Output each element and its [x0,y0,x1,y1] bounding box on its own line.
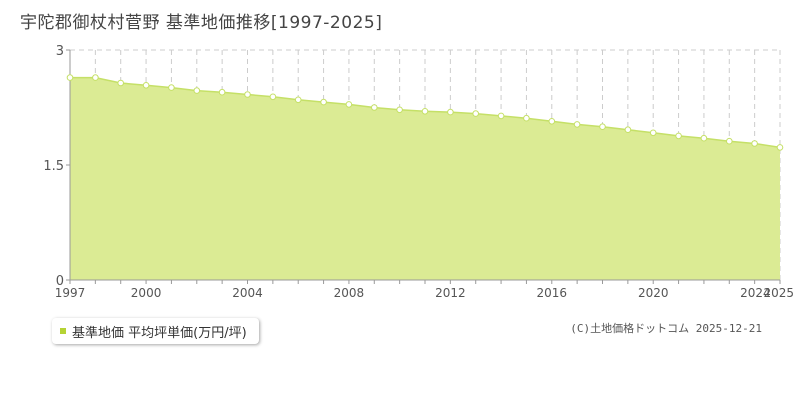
x-tick-label: 2000 [131,286,162,300]
data-point [193,87,201,94]
x-tick-label: 2012 [435,286,466,300]
legend-label: 基準地価 平均坪単価(万円/坪) [72,325,247,341]
data-point [269,93,277,101]
data-point [776,144,784,151]
data-point [726,137,733,145]
x-tick-label: 2004 [232,286,263,300]
x-tick-label: 2025 [763,286,794,300]
data-point [142,82,150,89]
data-point [320,98,327,106]
data-point [244,91,251,98]
data-point [472,110,480,117]
chart-title: 宇陀郡御杖村菅野 基準地価推移[1997-2025] [20,13,383,33]
y-tick-label: 1.5 [43,159,64,174]
data-point [117,79,124,87]
x-tick-label: 2016 [537,286,568,300]
data-point [371,104,378,111]
y-tick-label: 3 [56,44,64,59]
data-point [497,112,505,120]
data-point [624,126,632,133]
x-tick-label: 2008 [334,286,365,300]
data-point [523,114,530,122]
data-points [66,74,784,151]
data-point [675,132,682,140]
data-point [345,101,353,108]
data-point [66,74,74,81]
data-point [168,84,175,91]
data-point [421,108,429,115]
legend-swatch [60,328,66,334]
x-tick-label: 2020 [638,286,669,300]
legend: 基準地価 平均坪単価(万円/坪) [52,318,259,344]
data-point [599,123,606,130]
data-point [649,129,657,137]
data-point [548,118,556,125]
data-point [396,106,403,114]
y-tick-label: 0 [56,274,64,289]
data-point [447,108,454,116]
axes [66,49,781,284]
x-tick-label: 1997 [55,286,86,300]
copyright: (C)土地価格ドットコム 2025-12-21 [570,322,762,335]
data-point [573,121,581,128]
data-point [751,140,758,147]
x-tick-label: 2024 [740,286,771,300]
tick-labels: 0 1.5 3 1997 2000 2004 2008 2012 2016 2020 2024202… [43,44,794,300]
data-point [700,134,708,142]
data-point [218,88,226,96]
data-point [92,74,99,81]
data-point [294,96,302,104]
